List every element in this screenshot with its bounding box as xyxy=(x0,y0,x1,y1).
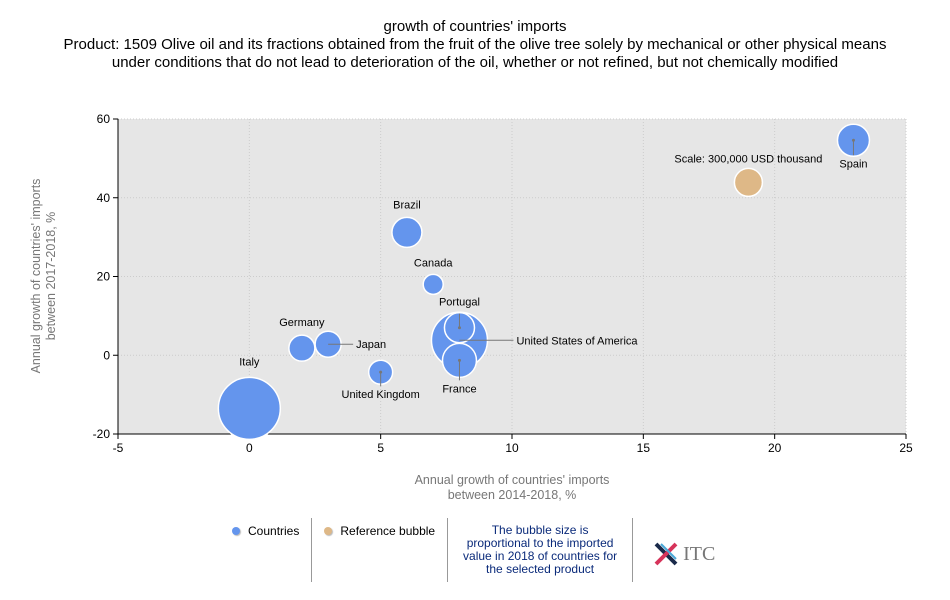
reference-dot-icon xyxy=(324,527,333,535)
bubble-label: Spain xyxy=(839,158,867,170)
x-axis-title: between 2014-2018, % xyxy=(448,488,577,502)
bubble-label: Japan xyxy=(356,339,386,351)
bubble-brazil xyxy=(391,216,423,249)
legend: Countries Reference bubble The bubble si… xyxy=(220,518,715,582)
bubble-canada xyxy=(422,273,444,296)
bubble-italy xyxy=(217,376,282,441)
bubble-label: France xyxy=(442,383,476,395)
y-axis-title: Annual growth of countries' imports xyxy=(29,179,43,374)
x-tick-label: -5 xyxy=(113,441,124,455)
bubble-germany xyxy=(288,334,316,362)
title-line1: growth of countries' imports xyxy=(383,18,567,35)
y-tick-label: 40 xyxy=(97,191,111,205)
bubble-chart: -5 0 5 10 15 20 25 -20 0 20 40 60 Annual growth of c… xyxy=(29,112,913,502)
leader-dot xyxy=(379,370,383,374)
y-tick-label: -20 xyxy=(93,427,111,441)
bubble-label: Portugal xyxy=(439,297,480,309)
leader-dot xyxy=(457,358,461,362)
legend-note: The bubble size is proportional to the i… xyxy=(448,518,634,582)
y-axis-title: between 2017-2018, % xyxy=(44,212,58,341)
bubble-scale-300-000-usd-thousand xyxy=(733,167,764,198)
logo-text: ITC xyxy=(683,542,716,565)
bubble-label: Germany xyxy=(279,317,325,329)
note-text: The bubble size is proportional to the i… xyxy=(463,523,618,576)
leader-dot xyxy=(457,326,461,330)
x-tick-label: 25 xyxy=(899,441,913,455)
bubble-label: United States of America xyxy=(516,335,638,347)
bubble-label: Scale: 300,000 USD thousand xyxy=(674,153,822,165)
bubble-label: Canada xyxy=(414,257,453,269)
bubble-label: Italy xyxy=(239,356,260,368)
legend-item-reference[interactable]: Reference bubble xyxy=(312,518,449,582)
legend-item-countries[interactable]: Countries xyxy=(220,518,313,582)
x-tick-label: 20 xyxy=(768,441,782,455)
bubble-label: Brazil xyxy=(393,199,421,211)
x-tick-label: 5 xyxy=(377,441,384,455)
title-subtitle: Product: 1509 Olive oil and its fraction… xyxy=(63,36,887,71)
x-tick-label: 0 xyxy=(246,441,253,455)
leader-dot xyxy=(851,138,855,142)
y-tick-label: 60 xyxy=(97,112,111,126)
itc-logo: ITC xyxy=(633,518,715,582)
legend-label: Countries xyxy=(248,524,300,538)
bubble-label: United Kingdom xyxy=(342,389,420,401)
y-tick-label: 0 xyxy=(103,348,110,362)
legend-label: Reference bubble xyxy=(340,524,436,538)
y-tick-label: 20 xyxy=(97,270,111,284)
countries-dot-icon xyxy=(232,527,240,535)
x-axis-title: Annual growth of countries' imports xyxy=(415,473,610,487)
x-tick-label: 15 xyxy=(637,441,651,455)
x-tick-label: 10 xyxy=(505,441,519,455)
chart-title: growth of countries' imports Product: 15… xyxy=(0,18,950,72)
itc-logo-icon xyxy=(654,542,678,566)
